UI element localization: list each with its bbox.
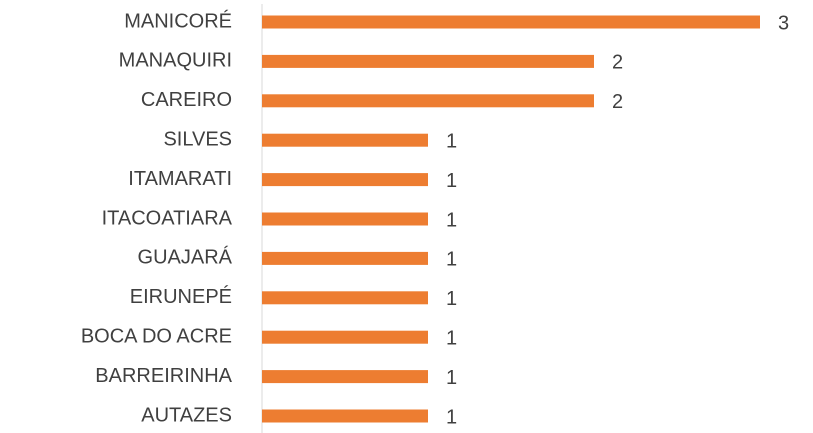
category-label: AUTAZES: [141, 404, 232, 426]
bar: [262, 251, 428, 265]
data-label: 1: [446, 327, 457, 349]
category-label: ITACOATIARA: [102, 207, 233, 229]
data-label: 2: [612, 91, 623, 113]
bar: [262, 291, 428, 305]
data-label: 1: [446, 288, 457, 310]
bar: [262, 370, 428, 384]
data-label: 2: [612, 52, 623, 74]
data-label: 3: [778, 12, 789, 34]
category-label: MANAQUIRI: [119, 50, 232, 72]
bar: [262, 133, 428, 147]
bar: [262, 409, 428, 423]
bar: [262, 330, 428, 344]
bar: [262, 15, 760, 29]
bar: [262, 212, 428, 226]
category-label: BOCA DO ACRE: [81, 325, 232, 347]
category-label: BARREIRINHA: [95, 365, 232, 387]
bar: [262, 54, 594, 68]
data-label: 1: [446, 406, 457, 428]
bar: [262, 173, 428, 187]
data-label: 1: [446, 130, 457, 152]
category-label: GUAJARÁ: [138, 246, 233, 269]
category-label: SILVES: [163, 128, 232, 150]
bar: [262, 94, 594, 108]
data-label: 1: [446, 367, 457, 389]
data-label: 1: [446, 249, 457, 271]
category-label: ITAMARATI: [128, 168, 232, 190]
category-label: CAREIRO: [141, 89, 232, 111]
category-label: MANICORÉ: [124, 9, 232, 32]
category-label: EIRUNEPÉ: [130, 285, 232, 308]
data-label: 1: [446, 170, 457, 192]
data-label: 1: [446, 209, 457, 231]
